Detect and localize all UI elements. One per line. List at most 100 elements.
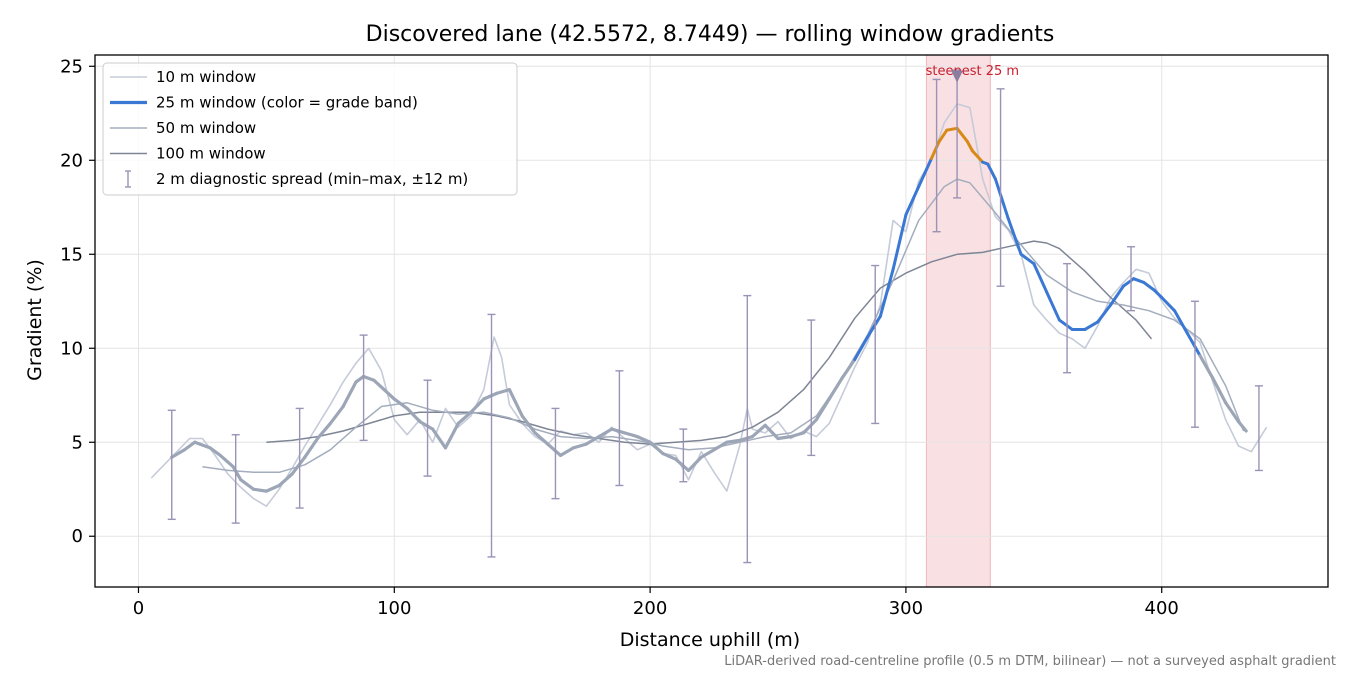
series-25m-window-segment <box>866 314 882 339</box>
series-25m-window-segment <box>1057 318 1074 331</box>
x-axis-ticks: 0 100 200 300 400 <box>133 587 1179 619</box>
series-25m-window-segment <box>1109 284 1125 307</box>
series-25m-window-segment <box>361 374 376 382</box>
series-10m-window-line <box>150 103 1268 507</box>
y-axis-label: Gradient (%) <box>24 259 46 381</box>
series-25m-window-segment <box>277 472 294 488</box>
series-25m-window-segment <box>193 440 212 450</box>
series-25m-window-segment <box>853 335 870 362</box>
series-25m-window-segment <box>1019 252 1036 266</box>
legend: 10 m window 25 m window (color = grade ba… <box>102 62 518 196</box>
series-25m-window-segment <box>520 414 537 435</box>
y-axis-ticks: 0 5 10 15 20 25 <box>60 56 95 547</box>
series-25m-window-segment <box>814 397 831 422</box>
series-25m-window-segment <box>674 457 691 473</box>
series-25m-window-segment <box>738 435 755 442</box>
series-25m-window-segment <box>1185 331 1202 358</box>
series-25m-window-segment <box>635 435 652 444</box>
series-25m-window-segment <box>1045 290 1061 322</box>
chart-title: Discovered lane (42.5572, 8.7449) — roll… <box>366 22 1055 47</box>
series-25m-window-segment <box>1211 376 1228 405</box>
plot-frame <box>94 54 1329 588</box>
series-25m-window-segment <box>443 421 460 450</box>
series-25m-window-segment <box>1152 288 1164 300</box>
series-25m-window-segment <box>917 156 933 189</box>
series-25m-window-segment <box>252 487 268 493</box>
series-25m-window-segment <box>584 435 601 446</box>
series-layer <box>150 103 1268 507</box>
series-25m-window-segment <box>1224 401 1241 424</box>
series-25m-window-segment <box>1032 262 1049 294</box>
legend-label: 50 m window <box>156 119 256 137</box>
legend-label: 2 m diagnostic spread (min–max, ±12 m) <box>156 170 468 188</box>
series-25m-window-segment <box>597 427 614 439</box>
series-25m-window-segment <box>239 478 256 491</box>
series-25m-window-segment <box>469 397 486 414</box>
series-25m-window-segment <box>955 126 969 143</box>
x-tick-label: 0 <box>133 598 144 619</box>
series-25m-window-segment <box>789 431 806 439</box>
series-25m-window-segment <box>993 177 1010 221</box>
series-25m-window-segment <box>610 427 627 435</box>
footnote: LiDAR-derived road-centreline profile (0… <box>724 654 1336 669</box>
y-tick-label: 15 <box>60 244 83 265</box>
series-25m-window-segment <box>1132 277 1146 284</box>
series-25m-window-segment <box>891 213 908 271</box>
series-25m-window-segment <box>1160 296 1177 313</box>
legend-label: 100 m window <box>156 145 266 163</box>
series-25m-window-segment <box>1142 280 1156 292</box>
series-25m-window-segment <box>840 357 857 380</box>
series-25m-window-segment <box>456 410 473 426</box>
series-25m-window-segment <box>571 442 588 450</box>
series-25m-window-segment <box>945 126 959 132</box>
series-25m-window-segment <box>1083 320 1100 331</box>
series-25m-window-segment <box>904 185 921 217</box>
series-25m-window-segment <box>622 431 639 439</box>
series-25m-window-segment <box>1236 419 1248 433</box>
series-25m-window-segment <box>661 451 678 461</box>
series-25m-window-segment <box>495 388 512 395</box>
legend-box <box>102 62 518 196</box>
legend-label: 25 m window (color = grade band) <box>156 94 418 112</box>
series-25m-window-segment <box>699 448 716 459</box>
series-25m-window-segment <box>418 419 435 431</box>
steepest-label: steepest 25 m <box>926 64 1019 79</box>
series-25m-window-segment <box>1173 309 1189 335</box>
series-25m-window-segment <box>937 128 949 143</box>
series-25m-window-segment <box>392 397 409 411</box>
series-25m-window-segment <box>218 453 235 469</box>
series-25m-window-segment <box>929 139 941 160</box>
series-25m-window-segment <box>405 406 422 424</box>
legend-label: 10 m window <box>156 68 256 86</box>
series-25m-window-segment <box>763 423 780 441</box>
series-25m-window-segment <box>290 455 307 476</box>
series-100m-window-line <box>266 240 1153 445</box>
series-25m-window-segment <box>341 380 358 409</box>
series-25m-window-segment <box>965 139 974 153</box>
series-25m-window-segment <box>264 483 281 493</box>
series-25m-window-segment <box>328 404 345 426</box>
y-tick-label: 5 <box>72 432 83 453</box>
series-25m-window-segment <box>970 149 985 164</box>
series-25m-window-segment <box>507 388 524 418</box>
series-25m-window-segment <box>801 418 818 435</box>
series-25m-window-segment <box>170 448 187 459</box>
series-25m-window-segment <box>750 423 767 439</box>
series-25m-window-segment <box>231 465 243 482</box>
series-25m-window-segment <box>686 455 703 473</box>
series-25m-window-segment <box>878 267 895 318</box>
series-25m-window-segment <box>546 442 563 458</box>
series-25m-window-segment <box>648 440 665 456</box>
x-tick-label: 300 <box>889 598 923 619</box>
x-tick-label: 400 <box>1145 598 1179 619</box>
y-tick-label: 0 <box>72 526 83 547</box>
series-25m-window-segment <box>382 388 396 401</box>
series-25m-window-segment <box>1006 217 1023 256</box>
series-25m-window-segment <box>315 421 332 441</box>
y-tick-label: 20 <box>60 150 83 171</box>
y-tick-label: 25 <box>60 56 83 77</box>
series-25m-window-segment <box>372 378 386 392</box>
diagnostic-spread-errorbars <box>167 69 1263 564</box>
series-25m-window-segment <box>303 436 320 459</box>
